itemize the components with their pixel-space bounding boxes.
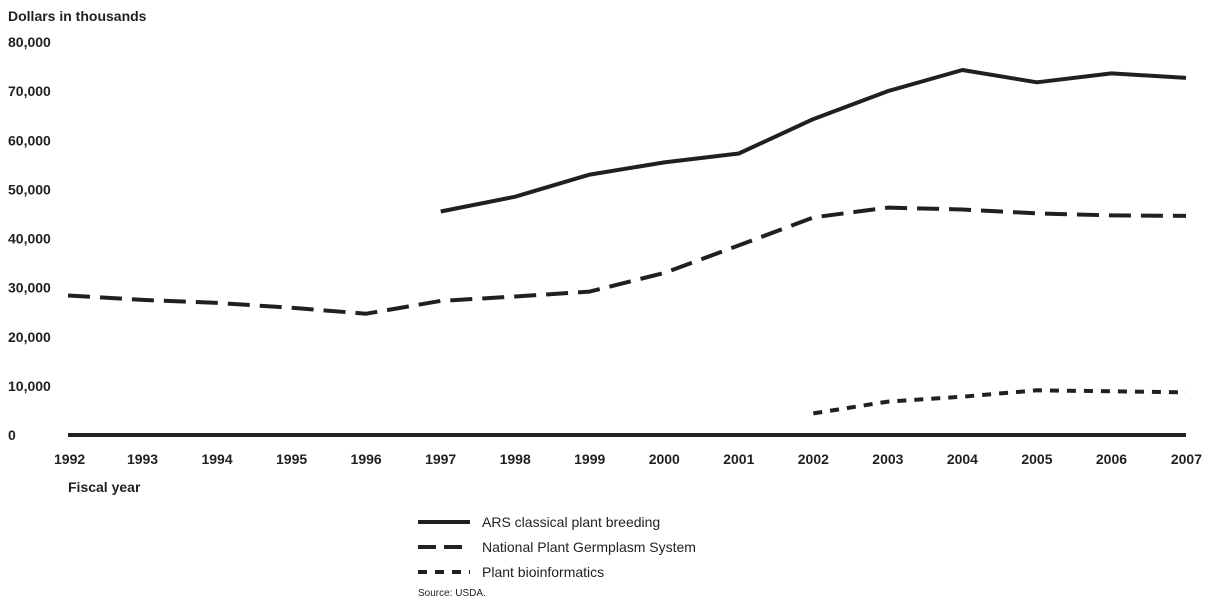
series-line-2 xyxy=(67,205,1187,316)
x-tick-label: 1996 xyxy=(351,451,382,467)
x-tick-label: 1998 xyxy=(500,451,531,467)
x-tick-label: 1997 xyxy=(425,451,456,467)
legend-label: Plant bioinformatics xyxy=(482,564,604,580)
y-tick-label: 80,000 xyxy=(8,34,51,50)
x-axis-ticks: 1992 1993 1994 1995 1996 1997 1998 1999 2000 2001… xyxy=(54,451,1202,467)
x-tick-label: 1999 xyxy=(574,451,605,467)
x-tick-label: 1992 xyxy=(54,451,85,467)
x-tick-label: 2003 xyxy=(872,451,903,467)
y-axis-title: Dollars in thousands xyxy=(8,8,147,24)
x-tick-label: 2006 xyxy=(1096,451,1127,467)
y-tick-label: 0 xyxy=(8,427,16,443)
x-tick-label: 2004 xyxy=(947,451,978,467)
source-note: Source: USDA. xyxy=(418,588,486,599)
x-tick-label: 1995 xyxy=(276,451,307,467)
legend-label: ARS classical plant breeding xyxy=(482,514,660,530)
y-tick-label: 60,000 xyxy=(8,132,51,148)
series-line-1 xyxy=(440,68,1187,214)
series-layer xyxy=(67,68,1187,416)
x-tick-label: 1993 xyxy=(127,451,158,467)
x-tick-label: 2000 xyxy=(649,451,680,467)
y-tick-label: 40,000 xyxy=(8,231,51,247)
x-tick-label: 2007 xyxy=(1171,451,1202,467)
x-tick-label: 1994 xyxy=(201,451,232,467)
y-tick-label: 30,000 xyxy=(8,280,51,296)
x-axis-title: Fiscal year xyxy=(68,479,141,495)
x-tick-label: 2001 xyxy=(723,451,754,467)
y-tick-label: 10,000 xyxy=(8,378,51,394)
legend-label: National Plant Germplasm System xyxy=(482,539,696,555)
x-tick-label: 2002 xyxy=(798,451,829,467)
series-line-3 xyxy=(812,388,1187,416)
y-tick-label: 20,000 xyxy=(8,329,51,345)
y-axis-ticks: 0 10,000 20,000 30,000 40,000 50,000 60,000 70,… xyxy=(8,34,51,443)
x-tick-label: 2005 xyxy=(1021,451,1052,467)
y-tick-label: 70,000 xyxy=(8,83,51,99)
y-tick-label: 50,000 xyxy=(8,181,51,197)
legend: ARS classical plant breeding National Pla… xyxy=(418,514,696,580)
